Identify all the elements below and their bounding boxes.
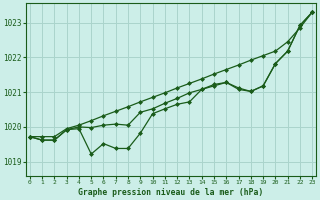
X-axis label: Graphe pression niveau de la mer (hPa): Graphe pression niveau de la mer (hPa) (78, 188, 264, 197)
